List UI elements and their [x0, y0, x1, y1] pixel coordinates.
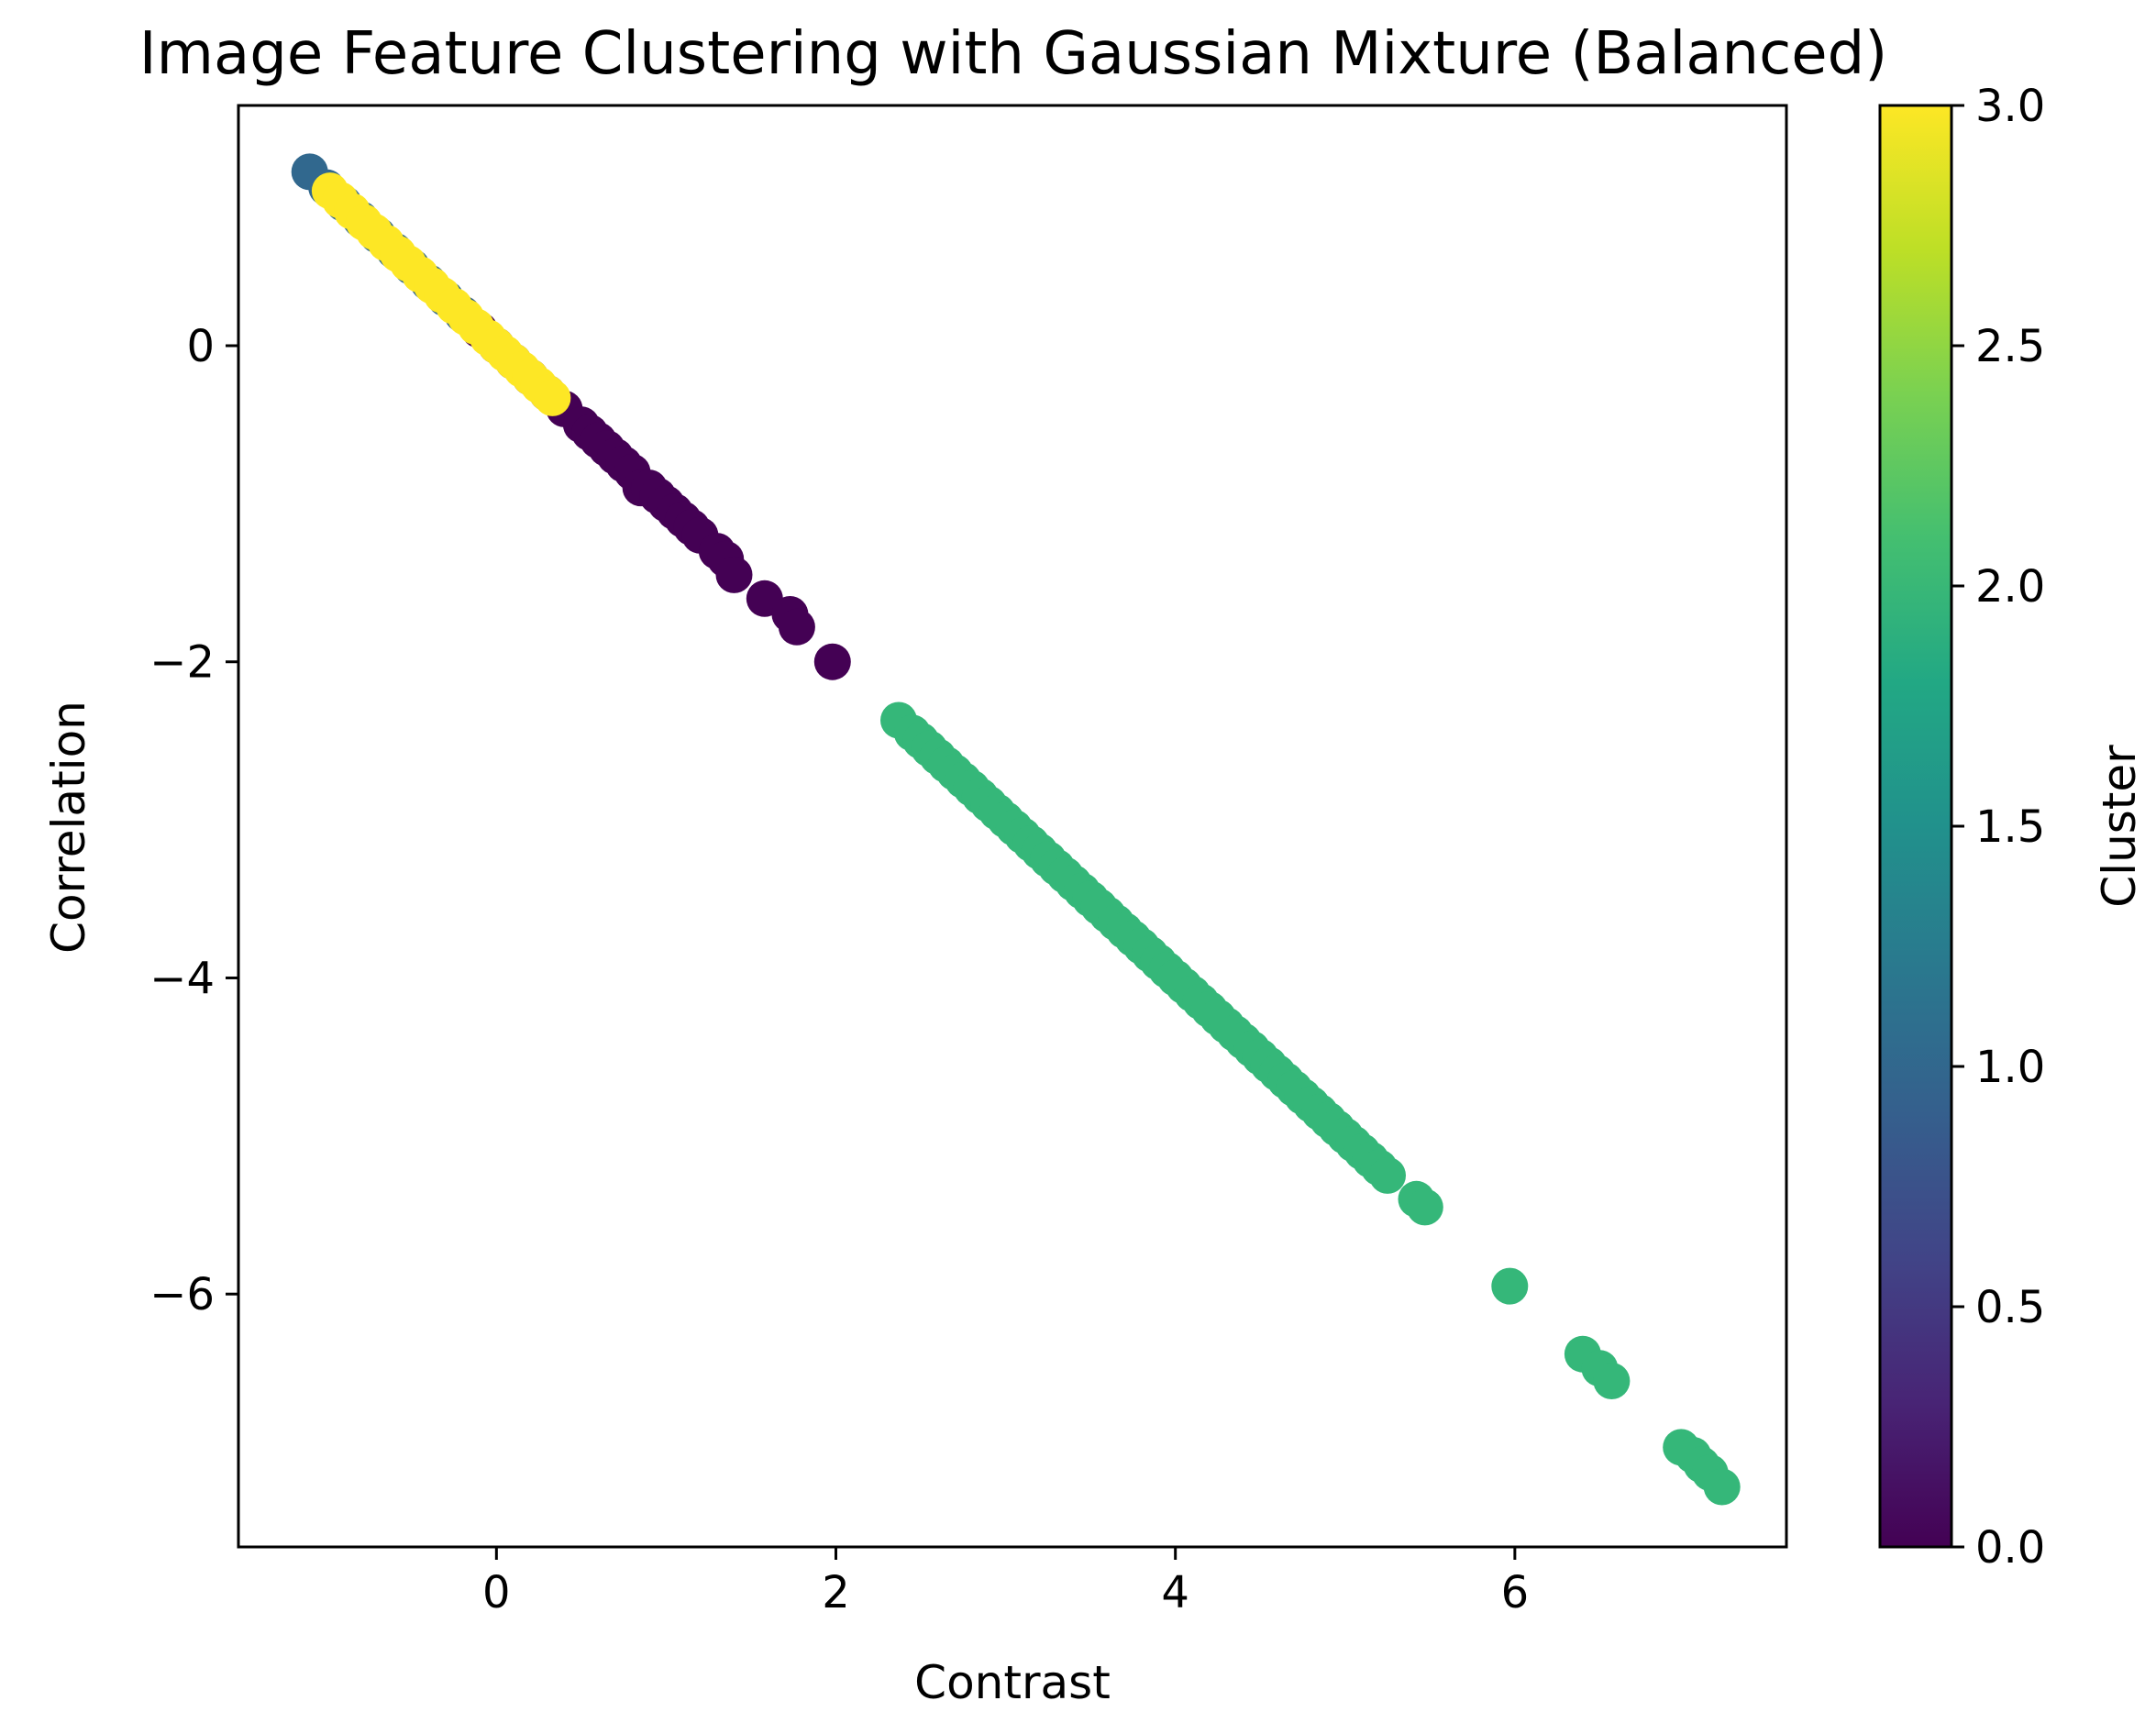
- colorbar-tick-label: 0.5: [1975, 1282, 2045, 1333]
- colorbar-tick-label: 2.0: [1975, 561, 2045, 613]
- colorbar-tick-label: 1.5: [1975, 801, 2045, 853]
- colorbar-tick-label: 0.0: [1975, 1522, 2045, 1574]
- data-point-cluster-0: [778, 608, 815, 646]
- colorbar-tick-label: 3.0: [1975, 81, 2045, 132]
- data-point-cluster-2: [1593, 1363, 1631, 1399]
- y-tick-label: −2: [149, 637, 215, 689]
- data-point-cluster-0: [813, 643, 851, 680]
- colorbar-ticks: 0.0 0.5 1.0 1.5 2.0 2.5 3.0: [1951, 81, 2045, 1574]
- y-axis-label: Correlation: [42, 701, 95, 954]
- y-tick-label: −4: [149, 953, 215, 1004]
- data-point-cluster-2: [1491, 1267, 1529, 1305]
- x-tick-label: 2: [822, 1567, 850, 1618]
- data-point-cluster-2: [1703, 1468, 1741, 1506]
- y-tick-label: 0: [186, 321, 215, 372]
- x-tick-label: 4: [1161, 1567, 1189, 1618]
- y-tick-label: −6: [149, 1269, 215, 1320]
- data-point-cluster-3: [534, 379, 571, 416]
- plot-frame: [237, 104, 1788, 1549]
- data-points: [291, 153, 1741, 1506]
- colorbar: [1878, 104, 1953, 1549]
- data-point-cluster-2: [1369, 1156, 1406, 1194]
- y-axis-ticks: 0 −2 −4 −6: [149, 321, 238, 1320]
- x-axis-ticks: 0 2 4 6: [482, 1547, 1529, 1618]
- data-point-cluster-0: [715, 556, 753, 593]
- x-tick-label: 6: [1501, 1567, 1530, 1618]
- chart-title: Image Feature Clustering with Gaussian M…: [139, 20, 1888, 88]
- colorbar-tick-label: 2.5: [1975, 321, 2045, 372]
- data-point-cluster-2: [1406, 1188, 1443, 1226]
- colorbar-label: Cluster: [2093, 745, 2146, 908]
- x-axis-label: Contrast: [914, 1656, 1111, 1709]
- colorbar-tick-label: 1.0: [1975, 1042, 2045, 1093]
- x-tick-label: 0: [482, 1567, 511, 1618]
